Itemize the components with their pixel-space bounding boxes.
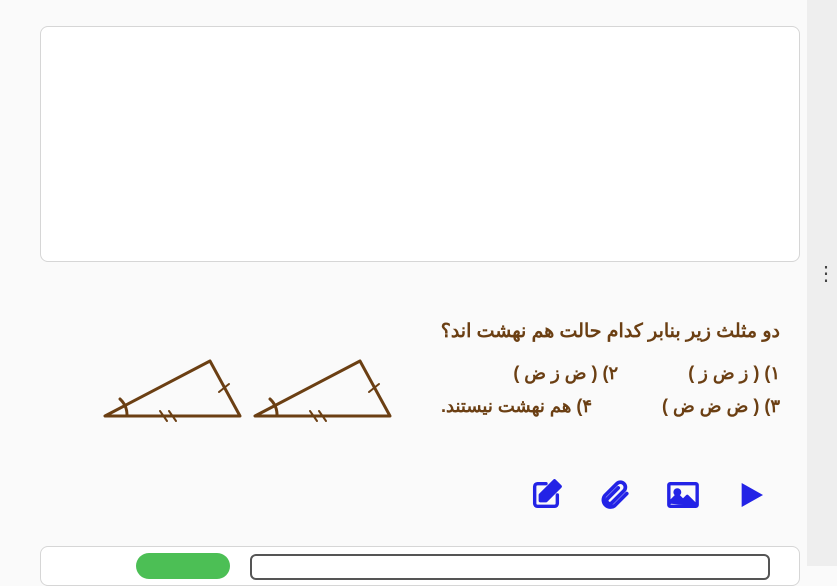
lower-input[interactable] [250,554,770,580]
answer-input-panel[interactable] [40,26,800,262]
option-3: ۳) ( ض ض ض ) [662,396,780,417]
option-2: ۲) ( ض ز ض ) [513,363,618,384]
question-block: دو مثلث زیر بنابر کدام حالت هم نهشت اند؟… [40,312,800,432]
toolbar [529,478,767,512]
triangles-diagram [95,356,405,436]
green-pill-button[interactable] [136,553,230,579]
content-area: دو مثلث زیر بنابر کدام حالت هم نهشت اند؟… [0,0,807,566]
option-4: ۴) هم نهشت نیستند. [441,396,592,417]
play-icon[interactable] [735,478,767,512]
right-strip: ⋮ [807,0,837,566]
drag-dots-icon: ⋮ [816,272,837,276]
compose-icon[interactable] [529,478,563,512]
question-title: دو مثلث زیر بنابر کدام حالت هم نهشت اند؟ [385,320,780,343]
image-icon[interactable] [665,478,701,512]
question-text: دو مثلث زیر بنابر کدام حالت هم نهشت اند؟… [385,320,780,429]
option-1: ۱) ( ز ض ز ) [688,363,780,384]
attach-icon[interactable] [597,478,631,512]
